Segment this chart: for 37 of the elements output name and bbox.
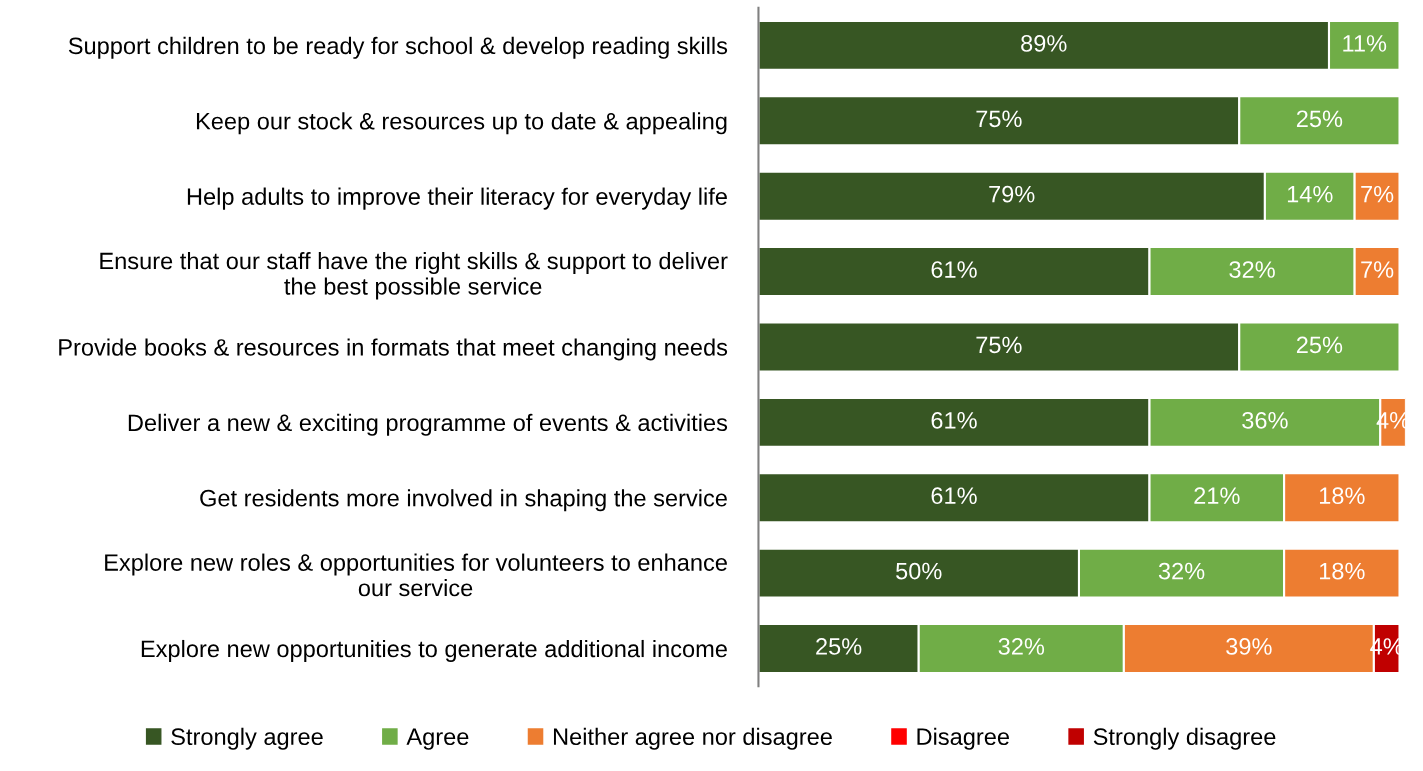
data-label: 25% <box>1296 336 1343 354</box>
data-label: 25% <box>816 638 862 655</box>
data-label: 21% <box>1194 487 1240 504</box>
data-label: 18% <box>1319 487 1365 505</box>
y-tick-label: Help adults to improve their literacy for everyday life <box>187 187 727 210</box>
data-label: 89% <box>1021 35 1067 52</box>
data-label: 7% <box>1361 261 1394 278</box>
data-label: 32% <box>1229 261 1275 278</box>
data-label: 50% <box>896 562 942 580</box>
legend-label: Neither agree nor disagree <box>553 727 832 750</box>
data-label: 7% <box>1361 185 1394 203</box>
data-label: 61% <box>931 261 977 278</box>
legend-label: Disagree <box>917 727 1009 750</box>
y-tick-label: Ensure that our staff have the right skills & support to deliver the best possible service <box>100 252 728 300</box>
legend-label: Strongly disagree <box>1093 727 1276 750</box>
data-label: 32% <box>998 638 1045 655</box>
data-label: 79% <box>989 185 1035 203</box>
data-label: 61% <box>931 487 977 505</box>
data-label: 18% <box>1319 562 1365 580</box>
data-label: 75% <box>976 336 1022 354</box>
data-label: 75% <box>976 110 1022 128</box>
y-tick-label: Support children to be ready for school & develop reading skills <box>68 36 728 59</box>
y-tick-label: Keep our stock & resources up to date & appealing <box>196 112 727 135</box>
y-tick-label: Provide books & resources in formats that meet changing needs <box>59 338 728 361</box>
y-tick-label: Explore new roles & opportunities for volunteers to enhance our service <box>105 553 727 597</box>
y-tick-label: Get residents more involved in shaping the service <box>200 489 727 512</box>
legend-label: Agree <box>406 728 469 750</box>
legend-label: Strongly agree <box>171 727 323 750</box>
data-label: 39% <box>1226 638 1272 655</box>
y-tick-label: Deliver a new & exciting programme of events & activities <box>128 413 728 436</box>
data-label: 25% <box>1296 110 1343 128</box>
y-tick-label: Explore new opportunities to generate additional income <box>141 639 727 662</box>
data-label: 61% <box>931 411 977 429</box>
data-label: 36% <box>1242 411 1288 429</box>
data-label: 11% <box>1343 35 1387 52</box>
data-label: 14% <box>1287 185 1333 203</box>
data-label: 32% <box>1158 562 1205 580</box>
